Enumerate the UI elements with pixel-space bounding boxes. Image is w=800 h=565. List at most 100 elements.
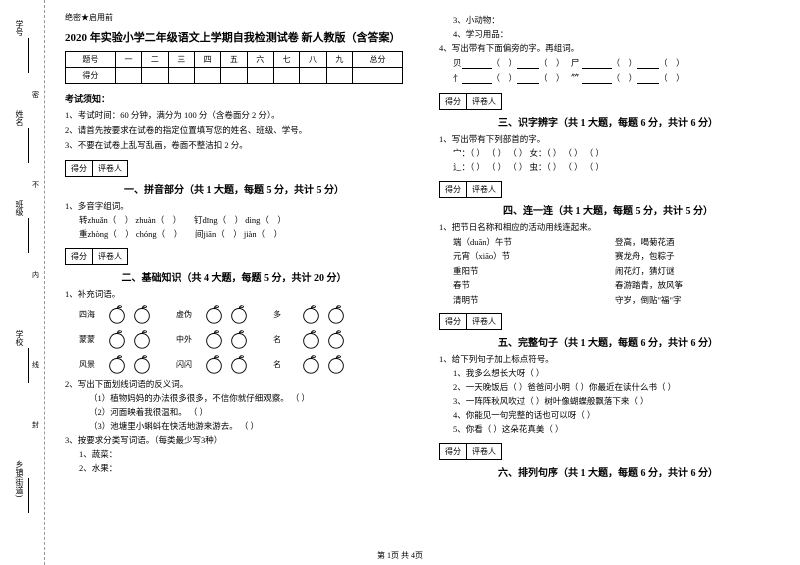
score-header-cell: 九 (326, 52, 352, 68)
word-fill-row: 蒙蒙中外名 (79, 328, 403, 350)
binding-marker: 密 (32, 90, 39, 100)
word-label: 名 (273, 359, 297, 370)
apple-icon (300, 303, 322, 325)
apple-icon (325, 328, 347, 350)
question-text: 2、写出下面划线词语的反义词。 (65, 378, 403, 390)
score-header-cell: 一 (115, 52, 141, 68)
section-title: 三、识字辨字（共 1 大题，每题 6 分，共计 6 分） (439, 114, 777, 129)
notice-head: 考试须知： (65, 92, 403, 105)
question-item: 5、你看（ ）这朵花真美（ ） (453, 423, 777, 435)
word-label: 多 (273, 309, 297, 320)
question-line: 辶：（ ） （ ） （ ） 虫：（ ） （ ） （ ） (453, 161, 777, 173)
binding-label: 学号 (14, 20, 25, 36)
match-columns: 端（duān）午节元宵（xiāo）节重阳节春节清明节 登高，喝菊花酒赛龙舟，包粽… (453, 235, 777, 307)
apple-icon (203, 303, 225, 325)
score-cell (247, 68, 273, 84)
apple-icon (228, 303, 250, 325)
match-item: 端（duān）午节 (453, 235, 615, 249)
score-header-cell: 三 (168, 52, 194, 68)
binding-column: 学号 密 姓名 不 班级 内 学校 线 封 乡镇(街道) (0, 0, 45, 565)
score-box: 得分 评卷人 (65, 248, 128, 265)
grader-cell: 评卷人 (467, 94, 501, 109)
binding-field (28, 478, 29, 513)
score-cell: 得分 (440, 94, 467, 109)
question-text: 3、按要求分类写词语。（每类最少写3种） (65, 434, 403, 446)
score-cell: 得分 (66, 161, 93, 176)
score-header-cell: 二 (142, 52, 168, 68)
section-title: 六、排列句序（共 1 大题，每题 6 分，共计 6 分） (439, 464, 777, 479)
section-title: 五、完整句子（共 1 大题，每题 6 分，共计 6 分） (439, 334, 777, 349)
match-item: 闹花灯，猜灯谜 (615, 264, 777, 278)
score-cell (142, 68, 168, 84)
score-header-cell: 八 (300, 52, 326, 68)
score-cell (168, 68, 194, 84)
apple-icon (106, 353, 128, 375)
word-label: 闪闪 (176, 359, 200, 370)
question-text: 1、写出带有下列部首的字。 (439, 133, 777, 145)
match-item: 重阳节 (453, 264, 615, 278)
word-label: 名 (273, 334, 297, 345)
word-fill-row: 四海 虚伪 多 (79, 303, 403, 325)
apple-icon (325, 353, 347, 375)
score-header-cell: 四 (194, 52, 220, 68)
question-item: 2、水果： (79, 462, 403, 474)
score-cell (115, 68, 141, 84)
left-column: 绝密★启用前 2020 年实验小学二年级语文上学期自我检测试卷 新人教版（含答案… (57, 12, 421, 560)
match-item: 登高，喝菊花酒 (615, 235, 777, 249)
score-cell: 得分 (66, 68, 116, 84)
question-text: 1、把节日名称和相应的活动用线连起来。 (439, 221, 777, 233)
apple-icon (203, 353, 225, 375)
binding-field (28, 218, 29, 253)
binding-marker: 内 (32, 270, 39, 280)
score-box: 得分 评卷人 (65, 160, 128, 177)
grader-cell: 评卷人 (467, 182, 501, 197)
binding-field (28, 38, 29, 73)
question-text: 1、给下列句子加上标点符号。 (439, 353, 777, 365)
match-item: 赛龙舟，包粽子 (615, 249, 777, 263)
word-label: 四海 (79, 309, 103, 320)
score-box: 得分 评卷人 (439, 93, 502, 110)
apple-icon (228, 328, 250, 350)
question-item: 2、一天晚饭后（ ）爸爸问小明（ ）你最近在读什么书（ ） (453, 381, 777, 393)
grader-cell: 评卷人 (93, 161, 127, 176)
binding-marker: 不 (32, 180, 39, 190)
score-cell (194, 68, 220, 84)
apple-icon (203, 328, 225, 350)
binding-field (28, 348, 29, 383)
right-column: 3、小动物： 4、学习用品： 4、写出带有下面偏旁的字。再组词。 贝（ ）（ ）… (421, 12, 785, 560)
question-item: 1、我多么想长大呀（ ） (453, 367, 777, 379)
match-left: 端（duān）午节元宵（xiāo）节重阳节春节清明节 (453, 235, 615, 307)
match-item: 元宵（xiāo）节 (453, 249, 615, 263)
question-line: 重zhòng（ ） chóng（ ） 间jiān（ ） jiàn（ ） (79, 228, 403, 240)
score-box: 得分 评卷人 (439, 313, 502, 330)
question-item: 4、你能见一句完整的话也可以呀（ ） (453, 409, 777, 421)
score-header-cell: 六 (247, 52, 273, 68)
word-label: 蒙蒙 (79, 334, 103, 345)
match-item: 清明节 (453, 293, 615, 307)
apple-icon (131, 328, 153, 350)
score-header-cell: 题号 (66, 52, 116, 68)
question-item: 3、一阵阵秋风吹过（ ）树叶像蝴蝶般飘落下来（ ） (453, 395, 777, 407)
notice-item: 1、考试时间：60 分钟，满分为 100 分（含卷面分 2 分）。 (65, 109, 403, 121)
apple-icon (106, 328, 128, 350)
binding-label: 姓名 (14, 110, 25, 126)
score-cell (326, 68, 352, 84)
grader-cell: 评卷人 (467, 444, 501, 459)
radical-line: 忄（ ）（ ） ⺮ （ ）（ ） (453, 72, 777, 84)
binding-marker: 线 (32, 360, 39, 370)
grader-cell: 评卷人 (93, 249, 127, 264)
word-fill-row: 风景闪闪名 (79, 353, 403, 375)
score-header-cell: 七 (273, 52, 299, 68)
question-text: 4、写出带有下面偏旁的字。再组词。 (439, 42, 777, 54)
binding-label: 班级 (14, 200, 25, 216)
question-line: 宀：（ ） （ ） （ ） 女：（ ） （ ） （ ） (453, 147, 777, 159)
section-title: 一、拼音部分（共 1 大题，每题 5 分，共计 5 分） (65, 181, 403, 196)
match-item: 春游踏青，放风筝 (615, 278, 777, 292)
score-cell: 得分 (66, 249, 93, 264)
binding-label: 学校 (14, 330, 25, 346)
binding-label: 乡镇(街道) (14, 460, 25, 497)
grader-cell: 评卷人 (467, 314, 501, 329)
score-cell: 得分 (440, 182, 467, 197)
question-item: （1）植物妈妈的办法很多很多，不信你就仔细观察。 （ ） (89, 392, 403, 404)
word-label: 虚伪 (176, 309, 200, 320)
